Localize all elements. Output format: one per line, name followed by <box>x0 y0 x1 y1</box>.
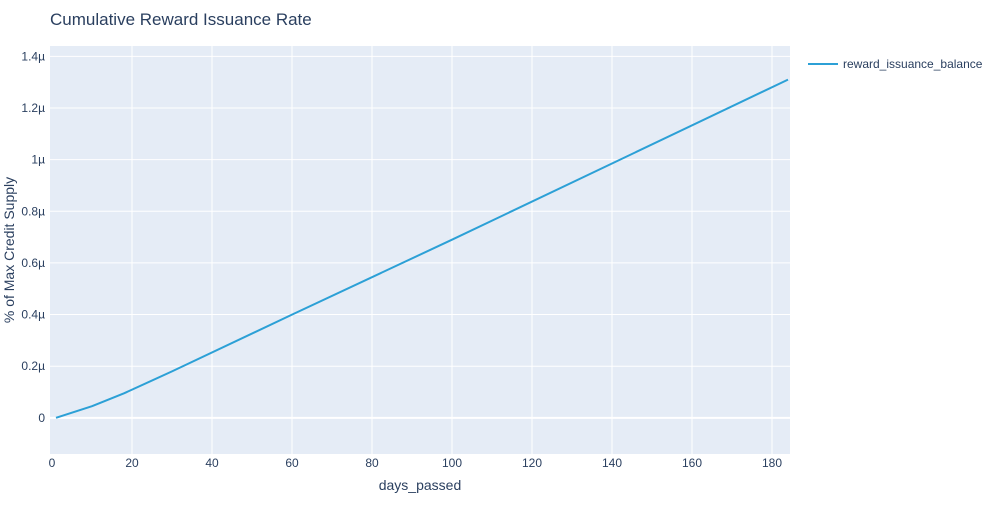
x-tick-label: 100 <box>442 456 462 470</box>
x-axis-title: days_passed <box>379 477 462 493</box>
x-tick-label: 180 <box>762 456 782 470</box>
tick-layer: 0 20 40 60 80 100 120 140 160 180 0 0.2µ 0.4µ 0.6µ 0.8… <box>21 49 782 470</box>
grid-layer <box>50 46 790 454</box>
x-tick-label: 160 <box>682 456 702 470</box>
y-tick-label: 1µ <box>31 153 45 167</box>
x-tick-label: 60 <box>285 456 299 470</box>
series-line-reward_issuance_balance[interactable] <box>55 78 789 419</box>
series-layer <box>55 78 789 419</box>
x-tick-label: 40 <box>205 456 219 470</box>
legend[interactable]: reward_issuance_balance <box>808 57 983 71</box>
plot-background <box>50 46 790 454</box>
y-tick-label: 0.4µ <box>21 308 45 322</box>
x-tick-label: 20 <box>125 456 139 470</box>
chart-title: Cumulative Reward Issuance Rate <box>50 10 312 29</box>
legend-label: reward_issuance_balance <box>843 57 983 71</box>
x-tick-label: 80 <box>365 456 379 470</box>
y-axis-title: % of Max Credit Supply <box>1 177 17 323</box>
y-tick-label: 0.6µ <box>21 256 45 270</box>
x-tick-label: 0 <box>49 456 56 470</box>
y-tick-label: 0 <box>38 411 45 425</box>
x-tick-label: 140 <box>602 456 622 470</box>
x-tick-label: 120 <box>522 456 542 470</box>
y-tick-label: 0.8µ <box>21 204 45 218</box>
y-tick-label: 1.4µ <box>21 49 45 63</box>
y-tick-label: 1.2µ <box>21 101 45 115</box>
y-tick-label: 0.2µ <box>21 359 45 373</box>
